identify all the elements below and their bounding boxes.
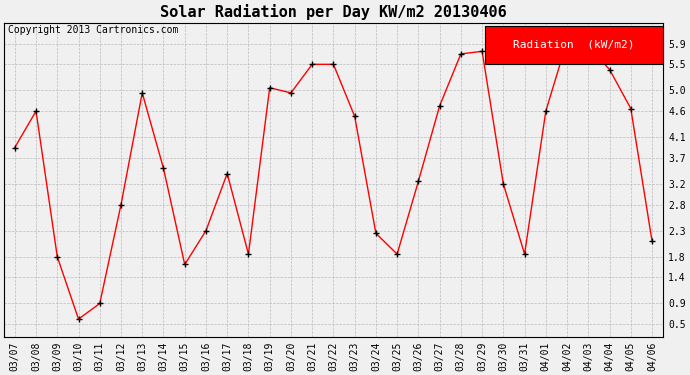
Text: Radiation  (kW/m2): Radiation (kW/m2) (513, 40, 635, 50)
Text: Copyright 2013 Cartronics.com: Copyright 2013 Cartronics.com (8, 25, 178, 34)
Title: Solar Radiation per Day KW/m2 20130406: Solar Radiation per Day KW/m2 20130406 (160, 4, 506, 20)
Bar (485, 26, 662, 64)
